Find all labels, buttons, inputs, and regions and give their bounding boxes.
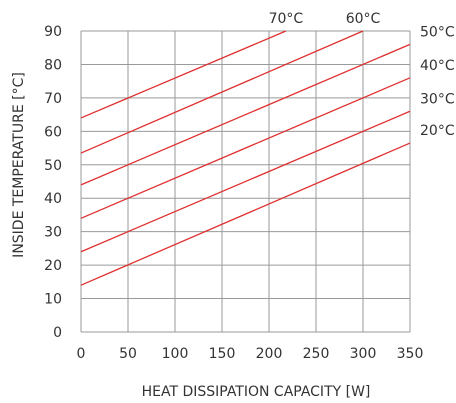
x-tick-label: 350: [397, 346, 424, 362]
y-tick-label: 90: [44, 24, 62, 40]
series-line: [80, 110, 411, 253]
y-tick-label: 0: [53, 325, 62, 341]
series-labels: 20°C 30°C 40°C 50°C 60°C 70°C: [269, 11, 455, 139]
series-label: 20°C: [420, 123, 455, 139]
y-tick-label: 60: [44, 124, 62, 140]
series-line: [80, 43, 411, 186]
x-tick-labels: 0 50 100 150 200 250 300 350: [77, 346, 424, 362]
series-label: 50°C: [420, 24, 455, 40]
x-tick-label: 50: [119, 346, 137, 362]
y-tick-label: 70: [44, 91, 62, 107]
y-tick-label: 20: [44, 258, 62, 274]
grid: [80, 30, 411, 333]
x-tick-label: 200: [256, 346, 283, 362]
series-lines: [80, 30, 411, 286]
series-line: [80, 77, 411, 219]
series-line: [80, 142, 411, 286]
x-tick-label: 100: [162, 346, 189, 362]
x-tick-label: 250: [303, 346, 330, 362]
y-tick-label: 40: [44, 191, 62, 207]
y-tick-label: 80: [44, 57, 62, 73]
y-tick-label: 50: [44, 158, 62, 174]
series-label: 30°C: [420, 91, 455, 107]
series-label: 70°C: [269, 11, 304, 27]
y-tick-label: 10: [44, 292, 62, 308]
x-tick-label: 300: [350, 346, 377, 362]
y-tick-label: 30: [44, 225, 62, 241]
series-line: [80, 30, 287, 119]
series-label: 40°C: [420, 58, 455, 74]
series-label: 60°C: [346, 11, 381, 27]
y-axis-title: INSIDE TEMPERATURE [°C]: [11, 72, 27, 258]
series-line: [80, 30, 364, 154]
x-tick-label: 0: [77, 346, 86, 362]
x-tick-label: 150: [209, 346, 236, 362]
y-tick-labels: 0 10 20 30 40 50 60 70 80 90: [44, 24, 62, 341]
x-axis-title: HEAT DISSIPATION CAPACITY [W]: [142, 384, 371, 400]
